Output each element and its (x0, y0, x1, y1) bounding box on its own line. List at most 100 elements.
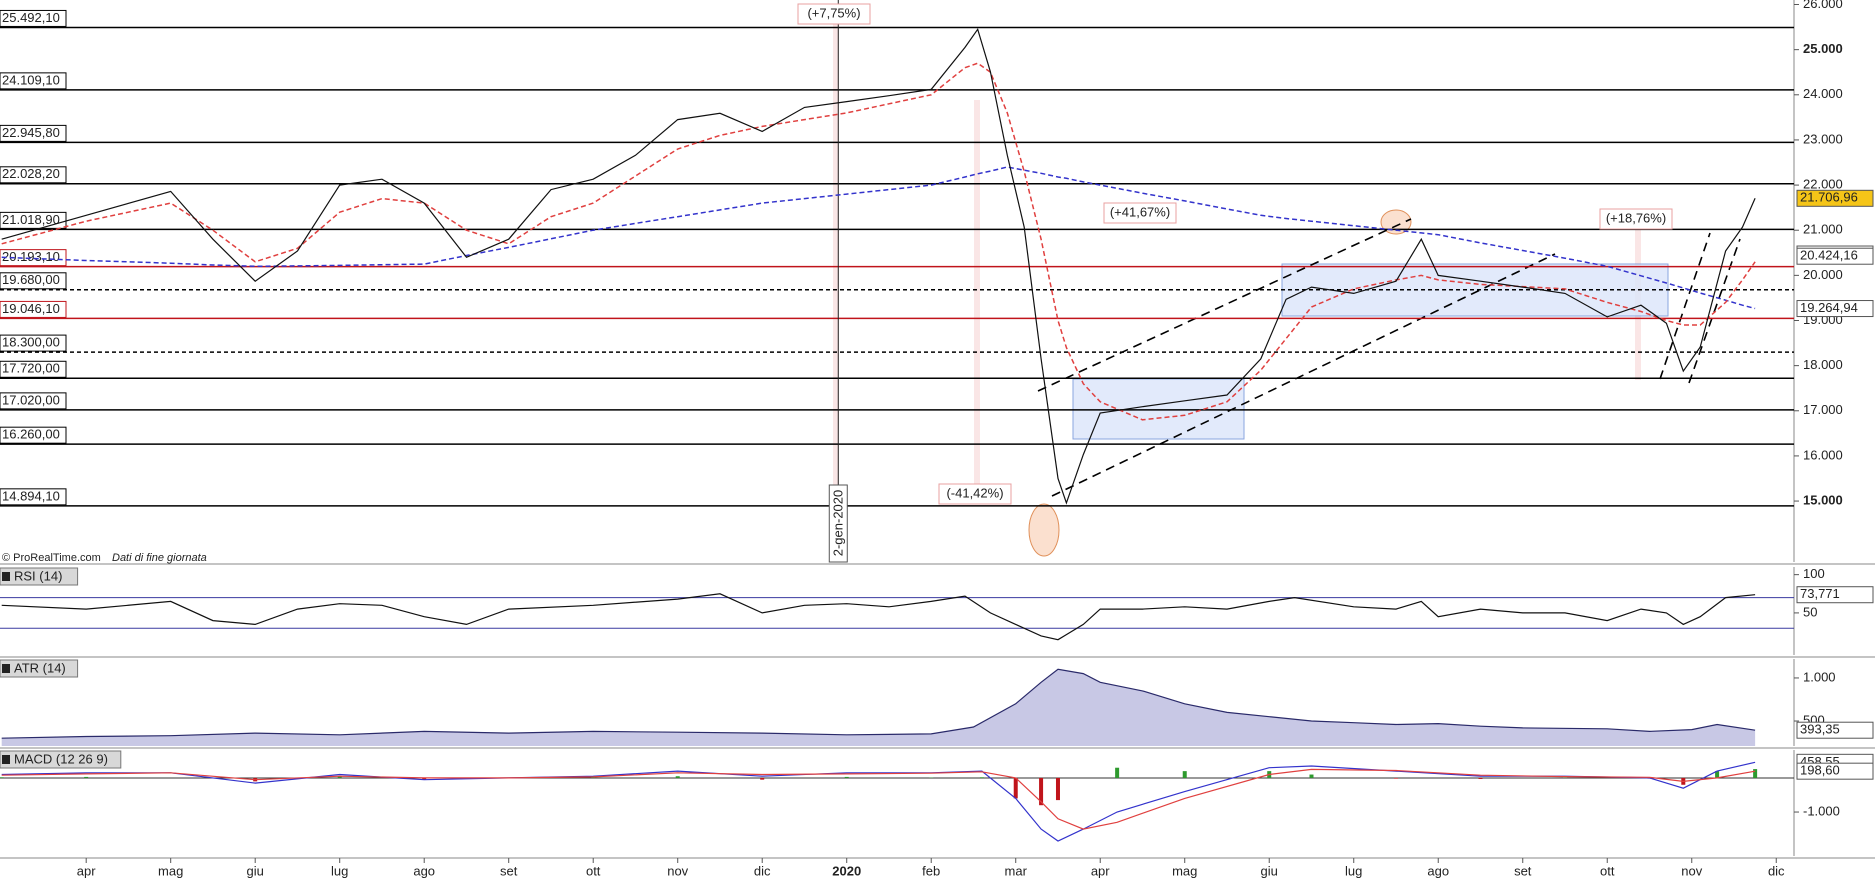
y-tick-label: 24.000 (1803, 86, 1843, 101)
histogram-bar (979, 777, 984, 778)
x-tick-label: ago (413, 863, 435, 878)
y-tick-label: 16.000 (1803, 447, 1843, 462)
value-box-label: 20.424,16 (1800, 248, 1858, 263)
annotation: (+7,75%) (807, 5, 860, 20)
date-marker-label: 2-gen-2020 (831, 490, 846, 557)
channel-line (1659, 232, 1711, 380)
value-box (1796, 247, 1874, 265)
value-box (1796, 189, 1874, 207)
level-label: 17.020,00 (2, 392, 60, 407)
level-label: 14.894,10 (2, 488, 60, 503)
value-box-label: 19.264,94 (1800, 300, 1858, 315)
x-tick-label: apr (77, 863, 96, 878)
x-tick-label: nov (667, 863, 688, 878)
panel-title-box (0, 659, 79, 678)
x-tick-label: ott (586, 863, 601, 878)
y-tick-label: 15.000 (1803, 492, 1843, 507)
histogram-bar (422, 777, 427, 780)
histogram-bar (1182, 771, 1187, 778)
y-tick-label: 20.000 (1803, 267, 1843, 282)
level-label-box (0, 334, 67, 352)
y-tick-label: 17.000 (1803, 402, 1843, 417)
x-tick-label: mag (158, 863, 183, 878)
level-label-box (0, 488, 67, 506)
line (1, 593, 1756, 641)
panel-title-icon (2, 572, 10, 581)
annotation-box (797, 3, 871, 25)
panel-title: RSI (14) (14, 568, 62, 583)
highlight-band (974, 100, 980, 490)
highlight-band (833, 20, 839, 490)
x-tick-label: giu (1261, 863, 1278, 878)
histogram-bar (1039, 777, 1044, 806)
value-box-label: 393,35 (1800, 722, 1840, 737)
level-label-box (0, 9, 67, 27)
line (1, 768, 1756, 830)
level-label-box (0, 272, 67, 290)
histogram-bar (760, 777, 765, 780)
y-tick-label: 50 (1803, 604, 1817, 619)
x-tick-label: mar (1005, 863, 1028, 878)
line (1, 27, 1756, 505)
level-label-box (0, 300, 67, 318)
x-tick-label: dic (1768, 863, 1785, 878)
level-label-box (0, 426, 67, 444)
histogram-bar (844, 776, 849, 778)
drawings (833, 20, 1741, 557)
annotation: (+41,67%) (1110, 204, 1170, 219)
annotation: (-41,42%) (946, 485, 1003, 500)
x-tick-label: feb (922, 863, 940, 878)
level-label: 21.018,90 (2, 212, 60, 227)
level-label-box (0, 249, 67, 267)
value-box (1796, 586, 1874, 604)
line (1, 62, 1756, 421)
y-tick-label: -1.000 (1803, 803, 1840, 818)
annotation: (+18,76%) (1606, 210, 1666, 225)
level-label: 18.300,00 (2, 335, 60, 350)
range-box (1072, 378, 1245, 440)
histogram-bar (1715, 771, 1720, 778)
panel-title: ATR (14) (14, 660, 66, 675)
level-label-box (0, 124, 67, 142)
x-tick-label: 2020 (832, 863, 861, 878)
x-tick-label: ago (1427, 863, 1449, 878)
area-line (1, 668, 1756, 739)
histogram-bar (675, 776, 680, 778)
histogram-bar (1115, 767, 1120, 778)
x-tick-label: lug (1345, 863, 1362, 878)
x-tick-label: lug (331, 863, 348, 878)
highlight-ellipse (1028, 503, 1060, 557)
histogram-bar (1055, 777, 1060, 801)
channel-line (1037, 218, 1412, 392)
annotation-box (938, 483, 1012, 505)
y-tick-label: 1.000 (1803, 669, 1836, 684)
level-label-box (0, 360, 67, 378)
value-box-label: 73,771 (1800, 586, 1840, 601)
x-tick-label: dic (754, 863, 771, 878)
value-box-label: 198,60 (1800, 763, 1840, 778)
source-note: Dati di fine giornata (112, 552, 207, 564)
channel-line (1051, 253, 1556, 497)
panel-title-icon (2, 664, 10, 673)
panel: 100 50 73,771 RSI (14) (0, 566, 1875, 658)
y-tick-label: 22.000 (1803, 177, 1843, 192)
level-label: 22.028,20 (2, 166, 60, 181)
histogram-bar (1753, 769, 1758, 778)
level-label: 16.260,00 (2, 427, 60, 442)
histogram-bar (1309, 774, 1314, 778)
level-label-box (0, 211, 67, 229)
level-label: 20.193,10 (2, 249, 60, 264)
panel: 26.000 25.000 24.000 23.000 22.000 21.000 20.0… (0, 0, 1875, 565)
source: © ProRealTime.com (2, 552, 101, 564)
panel-title-box (0, 567, 79, 586)
x-tick-label: set (1514, 863, 1532, 878)
level-label: 24.109,10 (2, 72, 60, 87)
y-tick-label: 25.000 (1803, 41, 1843, 56)
level-label: 17.720,00 (2, 361, 60, 376)
y-tick-label: 100 (1803, 566, 1825, 581)
x-tick-label: mag (1172, 863, 1197, 878)
x-tick-label: nov (1681, 863, 1702, 878)
